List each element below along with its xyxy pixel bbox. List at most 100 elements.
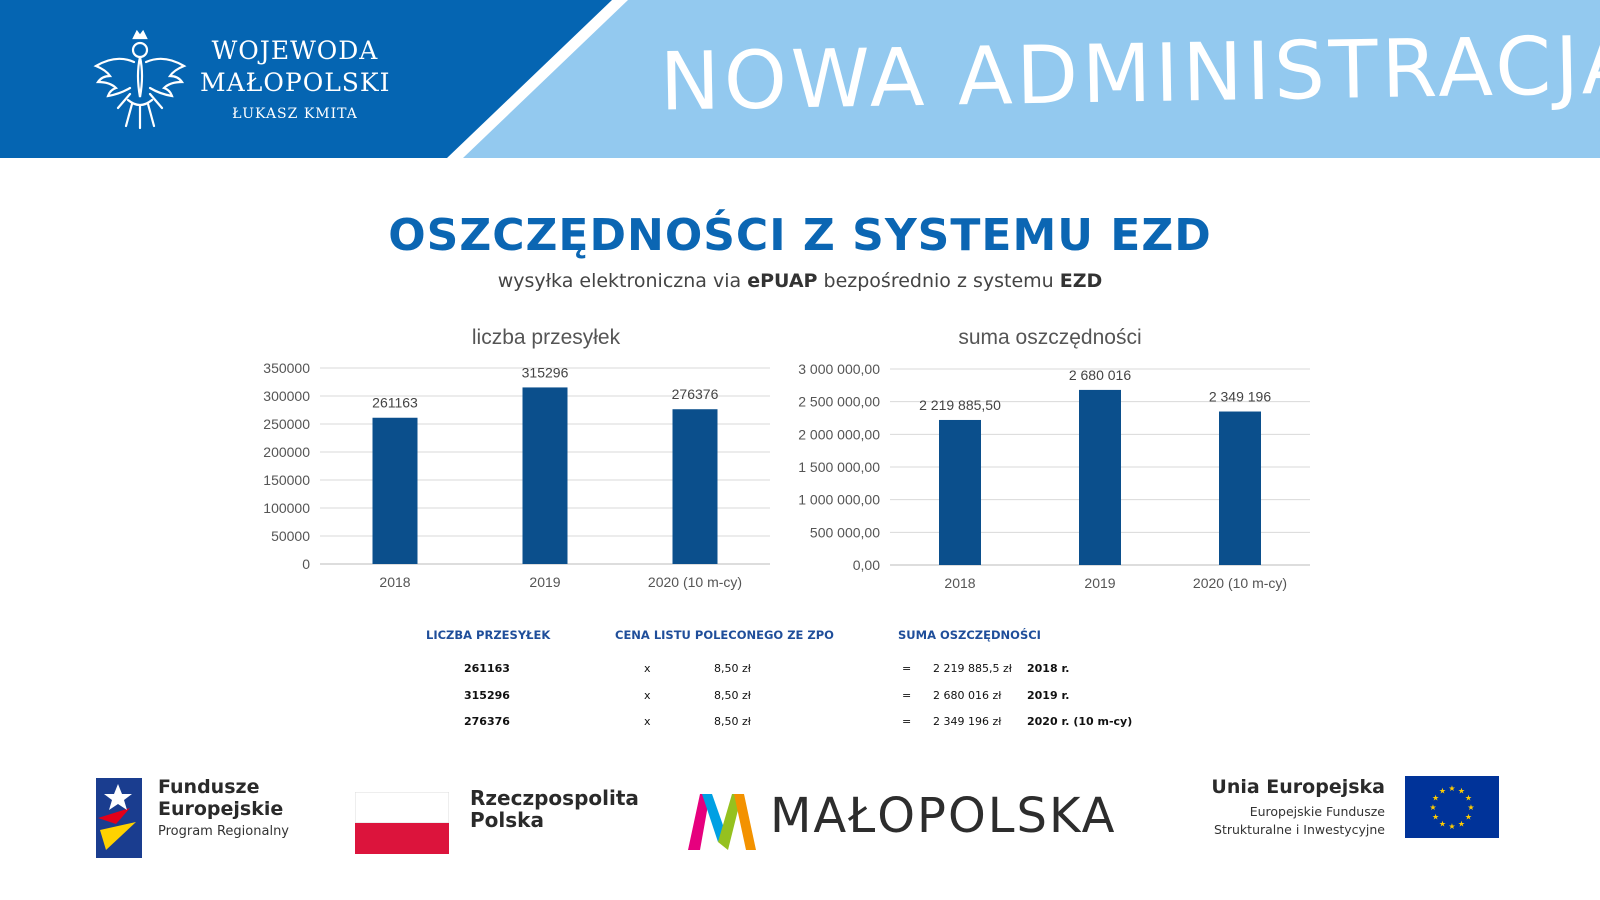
bar-value-label: 2 219 885,50 xyxy=(919,397,1001,413)
table-header-sum: SUMA OSZCZĘDNOŚCI xyxy=(898,628,1041,642)
y-tick-label: 500 000,00 xyxy=(810,524,880,540)
eu-flag-icon: ★★★★★★★★★ ★ ★★ xyxy=(1405,776,1499,838)
row-equals: = xyxy=(902,689,912,702)
eu-star-icon: ★ xyxy=(1458,787,1465,796)
ue-line-1: Unia Europejska xyxy=(1211,776,1385,798)
y-tick-label: 50000 xyxy=(271,528,310,544)
y-tick-label: 200000 xyxy=(263,444,310,460)
subtitle-part-2: bezpośrednio z systemu xyxy=(817,270,1060,292)
y-tick-label: 0,00 xyxy=(853,557,880,573)
x-tick-label: 2018 xyxy=(944,575,975,591)
y-tick-label: 0 xyxy=(302,556,310,572)
row-year: 2020 r. (10 m-cy) xyxy=(1027,715,1132,728)
table-header-price: CENA LISTU POLECONEGO ZE ZPO xyxy=(615,628,834,642)
slogan: NOWA ADMINISTRACJA xyxy=(659,18,1600,129)
chart-suma-oszczednosci: suma oszczędności 0,00 500 000,00 1 000 000… xyxy=(798,326,1310,591)
eu-star-icon: ★ xyxy=(1432,794,1439,803)
brand-line-1: WOJEWODA xyxy=(211,36,379,65)
brand-line-3: ŁUKASZ KMITA xyxy=(232,106,358,122)
subtitle-bold-1: ePUAP xyxy=(747,270,818,292)
y-tick-label: 2 000 000,00 xyxy=(798,426,880,442)
eagle-emblem-icon xyxy=(93,29,187,130)
row-price: 8,50 zł xyxy=(714,662,751,675)
header-background xyxy=(0,0,1600,158)
row-equals: = xyxy=(902,715,912,728)
bar-value-label: 2 680 016 xyxy=(1069,367,1131,383)
row-sum: 2 349 196 zł xyxy=(933,715,1002,728)
malopolska-logo-icon xyxy=(688,794,756,850)
subtitle-part-1: wysyłka elektroniczna via xyxy=(497,270,748,292)
chart-title: suma oszczędności xyxy=(958,326,1141,349)
brand-line-2: MAŁOPOLSKI xyxy=(200,68,391,97)
mp-name: MAŁOPOLSKA xyxy=(770,788,1117,844)
bar xyxy=(1079,389,1121,565)
x-tick-label: 2020 (10 m-cy) xyxy=(1193,575,1287,591)
eu-star-icon: ★ xyxy=(1439,787,1446,796)
row-price: 8,50 zł xyxy=(714,689,751,702)
y-tick-label: 2 500 000,00 xyxy=(798,394,880,410)
table-header-count: LICZBA PRZESYŁEK xyxy=(426,628,551,642)
x-tick-label: 2020 (10 m-cy) xyxy=(648,574,742,590)
y-tick-label: 1 500 000,00 xyxy=(798,459,880,475)
row-count: 261163 xyxy=(464,662,510,675)
row-year: 2018 r. xyxy=(1027,662,1070,675)
bar xyxy=(1219,411,1261,565)
eu-star-icon: ★ xyxy=(1467,803,1474,812)
bar xyxy=(372,417,418,564)
y-tick-label: 250000 xyxy=(263,416,310,432)
bar-value-label: 261163 xyxy=(372,395,418,411)
header-banner: WOJEWODA MAŁOPOLSKI ŁUKASZ KMITA NOWA AD… xyxy=(0,0,1600,158)
row-count: 276376 xyxy=(464,715,510,728)
row-times: x xyxy=(644,662,651,675)
chart-liczba-przesylek: liczba przesyłek 0 50000 100000 150000 200000… xyxy=(263,326,770,590)
x-tick-label: 2019 xyxy=(1084,575,1115,591)
row-sum: 2 219 885,5 zł xyxy=(933,662,1012,675)
footer-logos: Fundusze Europejskie Program Regionalny … xyxy=(0,770,1600,870)
page-title: OSZCZĘDNOŚCI Z SYSTEMU EZD xyxy=(388,210,1212,261)
row-times: x xyxy=(644,689,651,702)
row-price: 8,50 zł xyxy=(714,715,751,728)
eu-star-icon: ★ xyxy=(1432,813,1439,822)
rp-line-2: Polska xyxy=(470,808,544,832)
fe-line-2: Europejskie xyxy=(158,798,284,820)
eu-star-icon: ★ xyxy=(1465,794,1472,803)
y-tick-label: 300000 xyxy=(263,388,310,404)
fe-line-1: Fundusze xyxy=(158,776,260,798)
ue-line-3: Strukturalne i Inwestycyjne xyxy=(1214,822,1385,837)
x-tick-label: 2019 xyxy=(529,574,560,590)
ue-line-2: Europejskie Fundusze xyxy=(1249,804,1385,819)
bar-value-label: 2 349 196 xyxy=(1209,389,1271,405)
bar-value-label: 315296 xyxy=(522,364,569,380)
y-tick-label: 1 000 000,00 xyxy=(798,492,880,508)
y-tick-label: 150000 xyxy=(263,472,310,488)
subtitle-bold-2: EZD xyxy=(1059,270,1103,292)
rp-line-1: Rzeczpospolita xyxy=(470,786,639,810)
row-year: 2019 r. xyxy=(1027,689,1070,702)
eu-star-icon: ★ xyxy=(1448,784,1455,793)
eu-star-icon: ★ xyxy=(1458,819,1465,828)
row-count: 315296 xyxy=(464,689,510,702)
eu-star-icon: ★ xyxy=(1465,813,1472,822)
x-tick-label: 2018 xyxy=(379,574,410,590)
row-year-text: 2020 r. xyxy=(1027,715,1070,728)
fe-line-3: Program Regionalny xyxy=(158,824,289,839)
bar xyxy=(522,387,568,564)
eu-star-icon: ★ xyxy=(1439,819,1446,828)
row-sum: 2 680 016 zł xyxy=(933,689,1002,702)
row-times: x xyxy=(644,715,651,728)
y-tick-label: 100000 xyxy=(263,500,310,516)
bar xyxy=(672,409,718,564)
y-tick-label: 3 000 000,00 xyxy=(798,361,880,377)
calculation-table: LICZBA PRZESYŁEK CENA LISTU POLECONEGO Z… xyxy=(400,628,1200,748)
y-tick-label: 350000 xyxy=(263,360,310,376)
chart-title: liczba przesyłek xyxy=(472,326,621,349)
fundusze-europejskie-logo-icon xyxy=(96,778,142,858)
bar-value-label: 276376 xyxy=(672,386,719,402)
eu-star-icon: ★ xyxy=(1429,803,1436,812)
polish-flag-icon xyxy=(355,792,449,854)
page-subtitle: wysyłka elektroniczna via ePUAP bezpośre… xyxy=(0,270,1600,292)
bar xyxy=(939,419,981,565)
row-note: (10 m-cy) xyxy=(1073,715,1133,728)
row-equals: = xyxy=(902,662,912,675)
eu-star-icon: ★ xyxy=(1448,822,1455,831)
